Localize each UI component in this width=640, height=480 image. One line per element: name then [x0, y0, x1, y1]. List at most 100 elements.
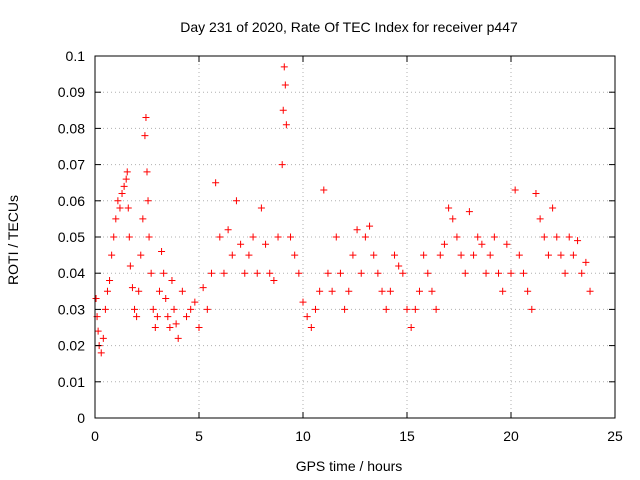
data-point — [578, 269, 586, 277]
data-point — [324, 269, 332, 277]
data-point — [499, 287, 507, 295]
data-point — [420, 251, 428, 259]
data-point — [118, 190, 126, 198]
data-point — [280, 63, 288, 71]
data-point — [320, 186, 328, 194]
data-point — [145, 233, 153, 241]
y-tick-label: 0.09 — [58, 84, 85, 100]
data-point — [92, 295, 100, 303]
data-point — [445, 204, 453, 212]
data-point — [139, 215, 147, 223]
data-point — [125, 233, 133, 241]
data-point — [482, 269, 490, 277]
data-point — [357, 269, 365, 277]
data-point — [461, 269, 469, 277]
data-point — [374, 269, 382, 277]
data-point — [465, 208, 473, 216]
data-point — [282, 121, 290, 129]
data-point — [453, 233, 461, 241]
data-point — [295, 269, 303, 277]
data-point — [281, 81, 289, 89]
data-point — [382, 305, 390, 313]
data-point — [174, 334, 182, 342]
data-point — [262, 240, 270, 248]
data-point — [345, 287, 353, 295]
data-point — [366, 222, 374, 230]
data-point — [507, 269, 515, 277]
data-point — [151, 324, 159, 331]
data-point — [519, 269, 527, 277]
y-axis-label: ROTI / TECUs — [5, 195, 21, 285]
data-point — [228, 251, 236, 259]
data-point — [141, 132, 149, 140]
data-point — [199, 284, 207, 292]
data-point — [144, 197, 152, 205]
y-tick-label: 0.02 — [58, 338, 85, 354]
data-point — [122, 175, 130, 183]
data-point — [131, 305, 139, 313]
y-tick-label: 0 — [77, 410, 85, 426]
data-point — [328, 287, 336, 295]
data-point — [278, 161, 286, 169]
data-point — [341, 305, 349, 313]
data-point — [120, 182, 128, 190]
data-point — [126, 262, 134, 270]
data-point — [106, 276, 114, 284]
data-point — [195, 324, 203, 331]
data-point — [495, 269, 503, 277]
data-point — [490, 233, 498, 241]
data-point — [274, 233, 282, 241]
data-point — [415, 287, 423, 295]
data-point — [395, 262, 403, 270]
data-point — [232, 197, 240, 205]
data-point — [124, 204, 132, 212]
data-point — [557, 251, 565, 259]
chart-title: Day 231 of 2020, Rate Of TEC Index for r… — [180, 19, 518, 35]
data-point — [155, 287, 163, 295]
data-point — [553, 233, 561, 241]
data-points — [92, 63, 594, 357]
data-point — [160, 269, 168, 277]
data-point — [249, 233, 257, 241]
data-point — [112, 215, 120, 223]
data-point — [97, 349, 105, 357]
data-point — [166, 324, 174, 331]
data-point — [253, 269, 261, 277]
data-point — [158, 247, 166, 255]
data-point — [436, 251, 444, 259]
data-point — [183, 313, 191, 321]
data-point — [191, 298, 199, 306]
data-point — [237, 240, 245, 248]
data-point — [99, 334, 107, 342]
data-point — [311, 305, 319, 313]
data-point — [532, 190, 540, 198]
y-tick-label: 0.01 — [58, 374, 85, 390]
data-point — [470, 251, 478, 259]
data-point — [349, 251, 357, 259]
data-point — [569, 251, 577, 259]
data-point — [399, 269, 407, 277]
data-point — [524, 287, 532, 295]
y-tick-label: 0.05 — [58, 229, 85, 245]
data-point — [207, 269, 215, 277]
y-tick-label: 0.04 — [58, 265, 85, 281]
y-tick-label: 0.08 — [58, 120, 85, 136]
data-point — [511, 186, 519, 194]
data-point — [101, 305, 109, 313]
data-point — [94, 327, 102, 335]
data-point — [216, 233, 224, 241]
data-point — [549, 204, 557, 212]
x-tick-label: 5 — [195, 428, 203, 444]
data-point — [536, 215, 544, 223]
data-point — [316, 287, 324, 295]
data-point — [307, 324, 315, 331]
data-point — [279, 106, 287, 114]
data-point — [586, 287, 594, 295]
data-point — [486, 251, 494, 259]
data-point — [170, 305, 178, 313]
data-point — [123, 168, 131, 176]
x-axis-label: GPS time / hours — [296, 458, 403, 474]
data-point — [432, 305, 440, 313]
data-point — [403, 305, 411, 313]
